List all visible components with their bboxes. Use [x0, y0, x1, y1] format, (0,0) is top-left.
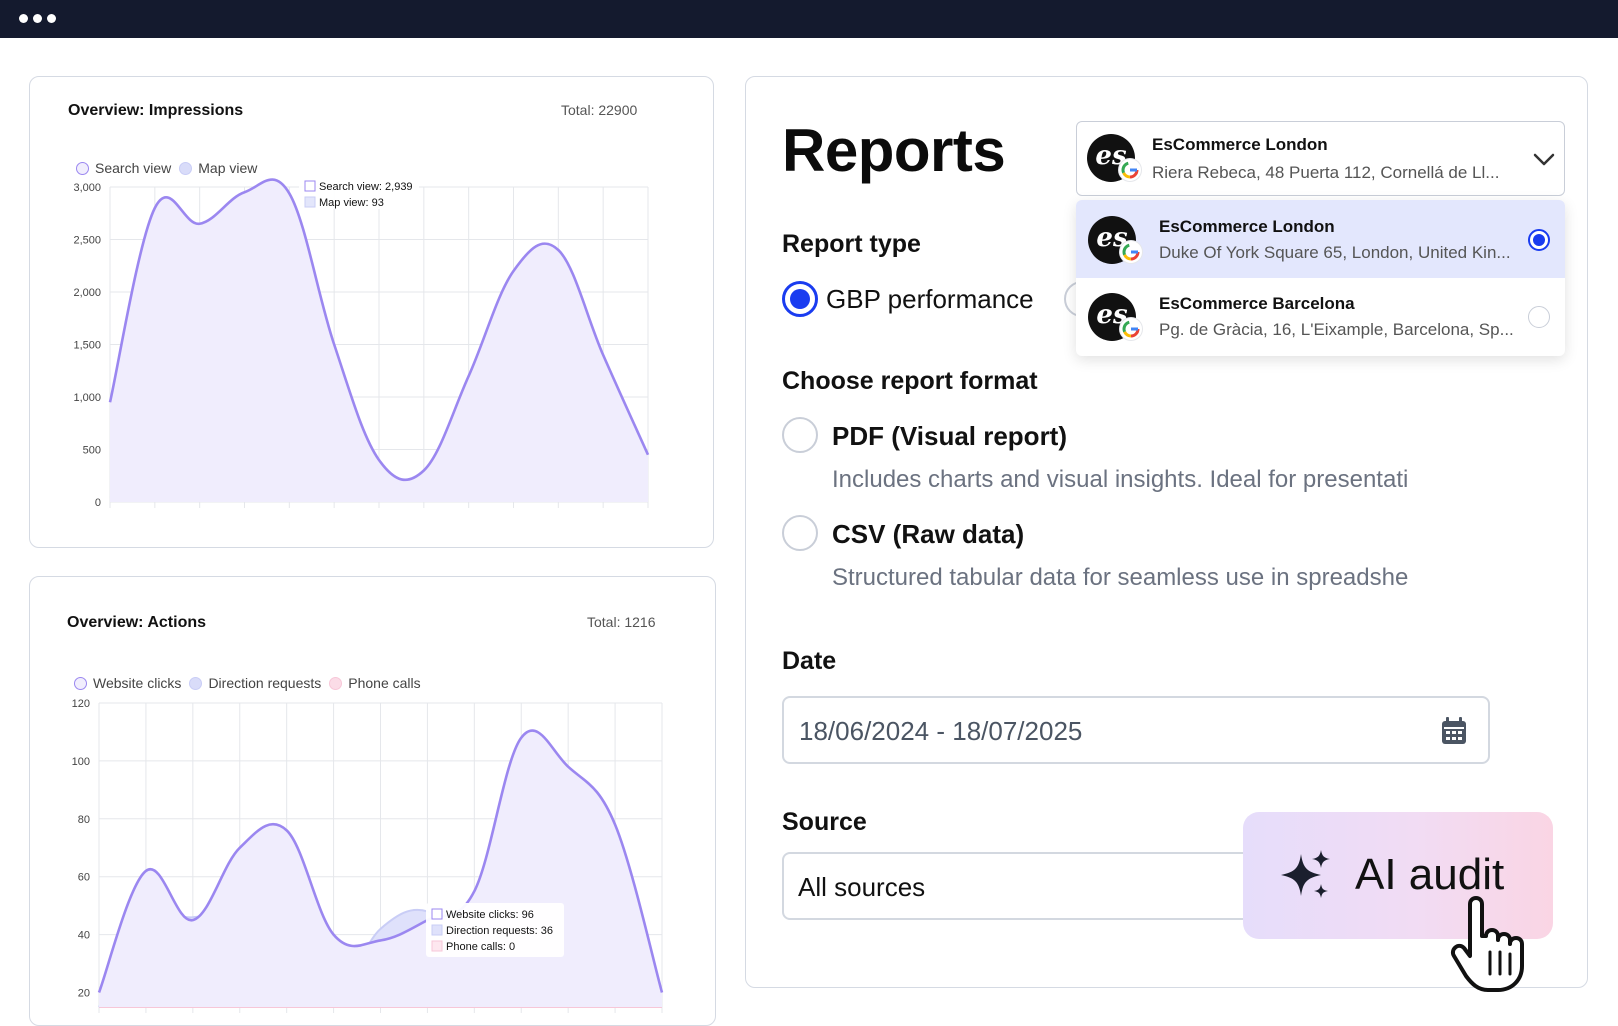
tooltip-text: Search view: 2,939 [319, 181, 413, 193]
tooltip-text: Phone calls: 0 [446, 941, 515, 953]
chart-tooltip: Search view: 2,939 Map view: 93 [299, 175, 419, 209]
location-option-london[interactable]: es EsCommerce London Duke Of York Square… [1076, 200, 1565, 278]
location-option-name: EsCommerce London [1159, 217, 1335, 237]
impressions-card: Overview: Impressions Total: 22900 Searc… [29, 76, 714, 548]
y-tick-label: 60 [78, 872, 90, 884]
location-option-barcelona[interactable]: es EsCommerce Barcelona Pg. de Gràcia, 1… [1076, 278, 1565, 356]
y-tick-label: 20 [78, 988, 90, 1000]
tooltip-swatch [432, 909, 442, 919]
y-tick-label: 100 [72, 756, 90, 768]
tooltip-swatch [305, 197, 315, 207]
tooltip-text: Direction requests: 36 [446, 925, 553, 937]
date-range-input[interactable]: 18/06/2024 - 18/07/2025 [782, 696, 1490, 764]
window-dot-icon [33, 14, 42, 23]
google-icon [1119, 159, 1141, 181]
y-tick-label: 1,000 [73, 392, 101, 404]
location-select[interactable]: es EsCommerce London Riera Rebeca, 48 Pu… [1076, 121, 1565, 196]
location-option-address: Pg. de Gràcia, 16, L'Eixample, Barcelona… [1159, 320, 1527, 340]
pdf-format-radio[interactable] [782, 417, 818, 453]
y-tick-label: 500 [83, 445, 101, 457]
calendar-icon[interactable] [1440, 716, 1468, 746]
y-tick-label: 120 [72, 698, 90, 710]
page-title: Reports [782, 116, 1005, 185]
y-tick-label: 40 [78, 930, 90, 942]
location-address: Riera Rebeca, 48 Puerta 112, Cornellá de… [1152, 163, 1507, 183]
csv-format-radio[interactable] [782, 515, 818, 551]
chart-tooltip: Website clicks: 96 Direction requests: 36… [426, 903, 564, 957]
date-label: Date [782, 647, 836, 676]
y-tick-label: 3,000 [73, 182, 101, 194]
date-range-value: 18/06/2024 - 18/07/2025 [799, 716, 1082, 747]
ai-audit-button[interactable]: AI audit [1243, 812, 1553, 939]
source-value: All sources [798, 872, 925, 903]
tooltip-swatch [305, 181, 315, 191]
location-name: EsCommerce London [1152, 135, 1328, 155]
pdf-format-description: Includes charts and visual insights. Ide… [832, 466, 1408, 494]
window-dot-icon [19, 14, 28, 23]
hand-pointer-icon [1448, 892, 1544, 992]
tooltip-text: Map view: 93 [319, 197, 384, 209]
actions-chart: 20 40 60 80 100 120 Website clicks: 96 Directio… [30, 577, 716, 1026]
report-format-label: Choose report format [782, 367, 1038, 396]
y-tick-label: 2,000 [73, 287, 101, 299]
gbp-performance-label[interactable]: GBP performance [826, 284, 1034, 315]
location-option-name: EsCommerce Barcelona [1159, 294, 1355, 314]
y-tick-label: 0 [95, 497, 101, 509]
location-option-radio[interactable] [1528, 306, 1550, 328]
location-dropdown-list: es EsCommerce London Duke Of York Square… [1076, 200, 1565, 356]
gbp-performance-radio[interactable] [782, 281, 818, 317]
tooltip-text: Website clicks: 96 [446, 909, 534, 921]
csv-format-description: Structured tabular data for seamless use… [832, 564, 1408, 592]
pdf-format-title[interactable]: PDF (Visual report) [832, 421, 1067, 452]
csv-format-title[interactable]: CSV (Raw data) [832, 519, 1024, 550]
report-type-label: Report type [782, 230, 921, 259]
impressions-chart: 0 500 1,000 1,500 2,000 2,500 3,000 Search view… [30, 77, 714, 548]
y-tick-label: 2,500 [73, 235, 101, 247]
window-dot-icon [47, 14, 56, 23]
y-tick-label: 1,500 [73, 340, 101, 352]
tooltip-swatch [432, 925, 442, 935]
sparkles-icon [1277, 848, 1337, 904]
source-label: Source [782, 808, 867, 837]
location-option-radio[interactable] [1528, 229, 1550, 251]
tooltip-swatch [432, 941, 442, 951]
y-tick-label: 80 [78, 814, 90, 826]
chevron-down-icon[interactable] [1533, 153, 1555, 167]
google-icon [1120, 241, 1142, 263]
window-titlebar [0, 0, 1618, 38]
actions-card: Overview: Actions Total: 1216 Website cl… [29, 576, 716, 1026]
google-icon [1120, 318, 1142, 340]
location-option-address: Duke Of York Square 65, London, United K… [1159, 243, 1527, 263]
